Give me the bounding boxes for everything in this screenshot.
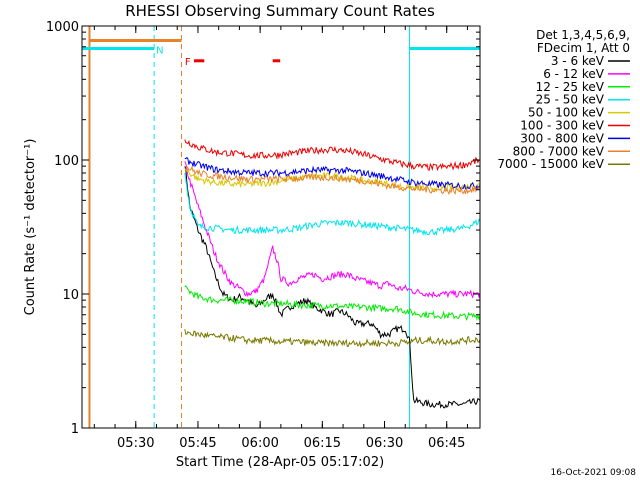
legend-label-8: 7000 - 15000 keV [497,157,604,171]
legend-label-3: 25 - 50 keV [536,93,605,107]
series-line-7 [184,165,481,196]
y-tick-label-3: 1000 [46,20,79,35]
x-tick-label-4: 06:30 [366,436,403,451]
series-line-1 [184,161,481,299]
series-line-8 [184,329,481,348]
legend-label-5: 100 - 300 keV [520,119,604,133]
legend-header-line-1: Det 1,3,4,5,6,9, [536,28,630,42]
series-line-2 [184,285,481,322]
series-line-5 [184,139,480,172]
night-flag-label: N [156,45,163,56]
y-tick-label-2: 100 [54,154,79,169]
flare-flag-label: F [185,57,191,68]
legend: Det 1,3,4,5,6,9, FDecim 1, Att 0 3 - 6 k… [497,28,630,171]
legend-label-0: 3 - 6 keV [551,54,605,68]
series-line-3 [184,172,481,237]
x-tick-label-1: 05:45 [179,436,216,451]
generation-timestamp: 16-Oct-2021 09:08 [551,468,637,478]
y-axis-label: Count Rate (s⁻¹ detector⁻¹) [23,139,38,316]
legend-label-7: 800 - 7000 keV [513,144,605,158]
x-tick-label-5: 06:45 [428,436,465,451]
x-axis-label: Start Time (28-Apr-05 05:17:02) [176,455,384,470]
y-tick-label-1: 10 [62,288,79,303]
legend-label-6: 300 - 800 keV [520,131,604,145]
x-tick-label-2: 06:00 [241,436,278,451]
legend-label-1: 6 - 12 keV [543,67,605,81]
legend-header-line-2: FDecim 1, Att 0 [537,41,630,55]
legend-label-2: 12 - 25 keV [536,80,605,94]
y-axis: 1 10 100 1000 [46,20,480,437]
x-tick-label-3: 06:15 [304,436,341,451]
series-line-6 [184,156,481,191]
series-line-0 [184,166,481,409]
y-tick-label-0: 1 [71,422,79,437]
legend-label-4: 50 - 100 keV [528,106,605,120]
x-axis: 05:30 05:45 06:00 06:15 06:30 06:45 [93,26,468,451]
x-tick-label-0: 05:30 [117,436,154,451]
chart-title: RHESSI Observing Summary Count Rates [125,2,435,20]
